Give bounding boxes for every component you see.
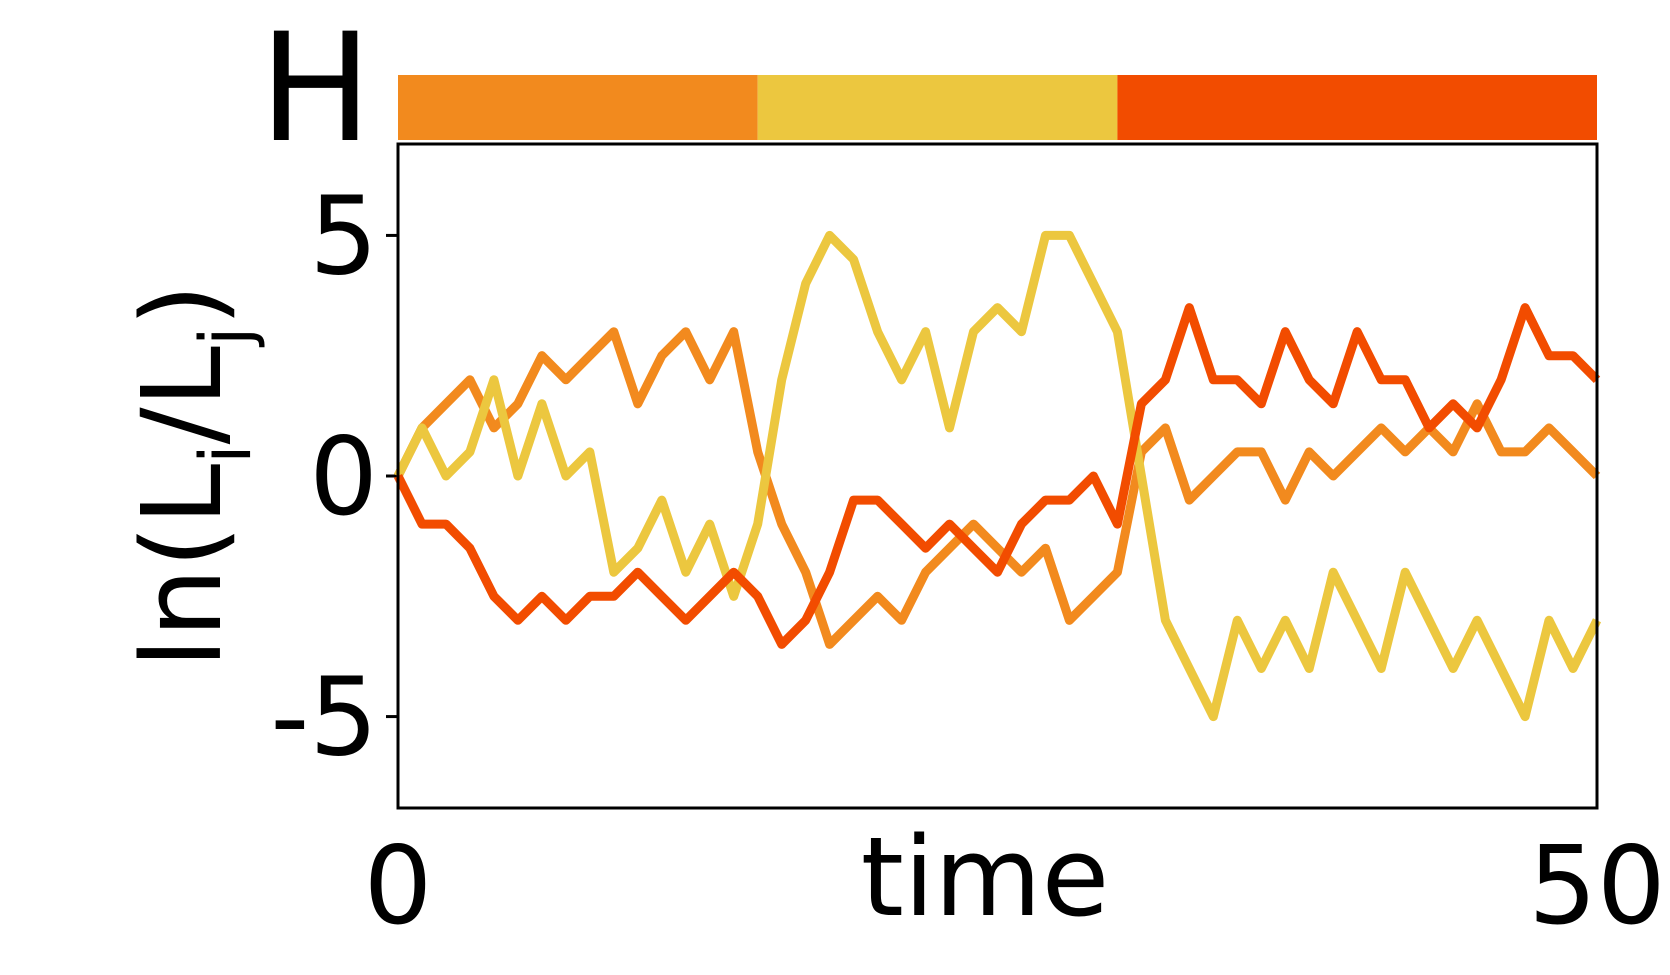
- series-line: [393, 303, 1601, 649]
- regime-band: [398, 75, 758, 140]
- regime-band: [757, 75, 1118, 140]
- y-label-part: ln(L: [118, 464, 246, 668]
- y-axis-label: ln(Li/Lj): [118, 284, 267, 669]
- y-label-subscript: i: [185, 444, 267, 463]
- x-tick-label: 50: [1528, 824, 1665, 949]
- y-label-part: ): [118, 284, 246, 327]
- y-tick-label: -5: [270, 656, 378, 781]
- series-line: [393, 327, 1601, 649]
- y-label-part: /L: [118, 346, 246, 444]
- plot-frame: [396, 142, 1599, 810]
- regime-band: [1117, 75, 1597, 140]
- x-axis-label: time: [861, 813, 1110, 941]
- y-tick-label: 5: [309, 174, 378, 299]
- series-line: [393, 230, 1602, 722]
- y-tick-label: 0: [309, 415, 378, 540]
- x-tick-label: 0: [364, 824, 433, 949]
- y-label-subscript: j: [185, 327, 267, 348]
- regime-label: H: [259, 2, 372, 176]
